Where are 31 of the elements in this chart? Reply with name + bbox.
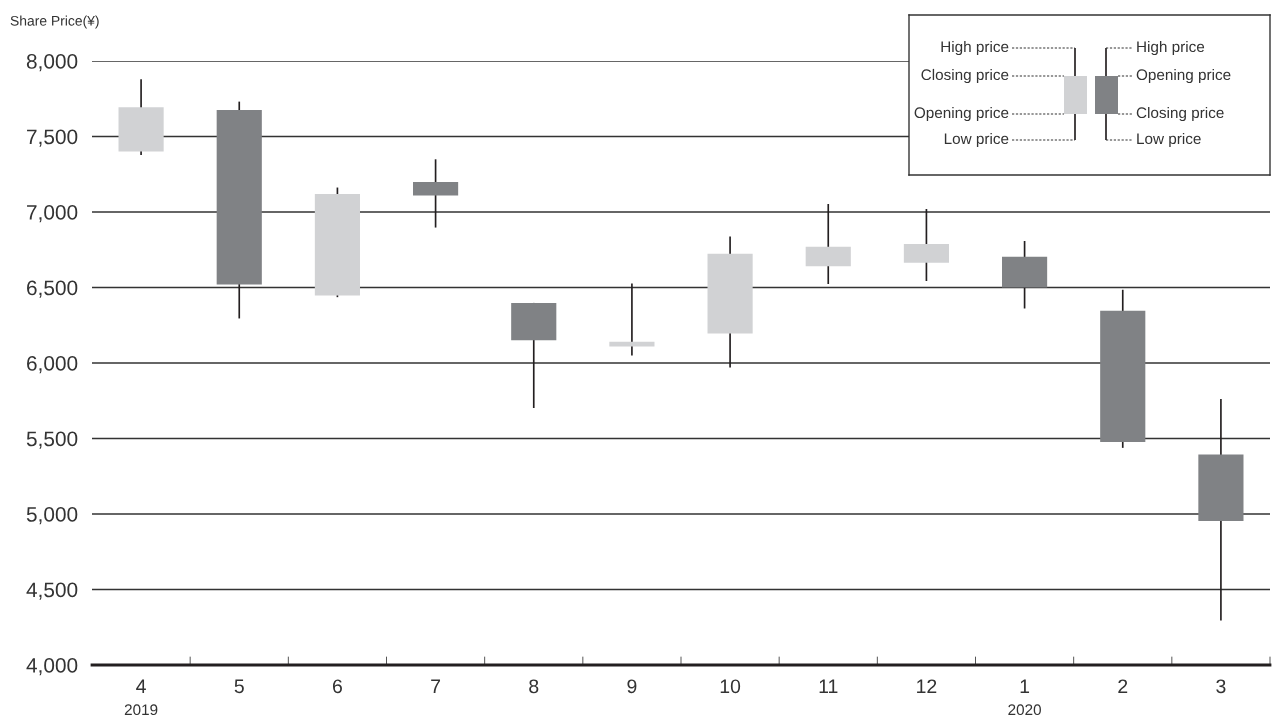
y-tick-label: 6,500: [27, 280, 78, 298]
y-tick-label: 7,000: [27, 205, 78, 223]
x-tick-label: 1 2020: [1008, 679, 1041, 716]
candlestick: [609, 282, 655, 357]
y-tick-label: 5,000: [26, 507, 78, 525]
annotation: Low price: [1137, 132, 1201, 148]
x-tick-label: 11: [819, 679, 838, 693]
x-tick-label: 12: [917, 679, 937, 693]
x-tick-label: 2: [1118, 679, 1128, 693]
y-tick-label: 6,000: [27, 356, 78, 374]
annotation: Closing price: [1136, 106, 1224, 122]
x-tick-label: 10: [720, 679, 741, 694]
x-tick-label: 7: [431, 679, 441, 693]
y-axis-title: Share Price(¥): [10, 15, 99, 29]
x-tick-label: 8: [529, 679, 539, 694]
annotation: Closing price: [921, 68, 1009, 84]
y-tick-label: 8,000: [26, 54, 78, 72]
x-tick-label: 9: [627, 679, 637, 694]
x-tick-label: 5: [234, 679, 244, 694]
annotation: Opening price: [1136, 68, 1231, 84]
y-tick-label: 4,000: [26, 658, 78, 676]
text: High price: [941, 40, 1009, 56]
text: High price: [1137, 40, 1205, 56]
y-tick-label: 4,500: [26, 582, 78, 600]
y-tick-label: 5,500: [26, 431, 78, 449]
y-tick-label: 7,500: [27, 129, 78, 147]
annotation: Low price: [944, 132, 1009, 148]
x-tick-label: 4 2019: [124, 679, 158, 716]
x-tick-label: 6: [333, 679, 342, 694]
x-tick-label: 3: [1216, 679, 1226, 694]
annotation: Opening price: [914, 106, 1009, 122]
